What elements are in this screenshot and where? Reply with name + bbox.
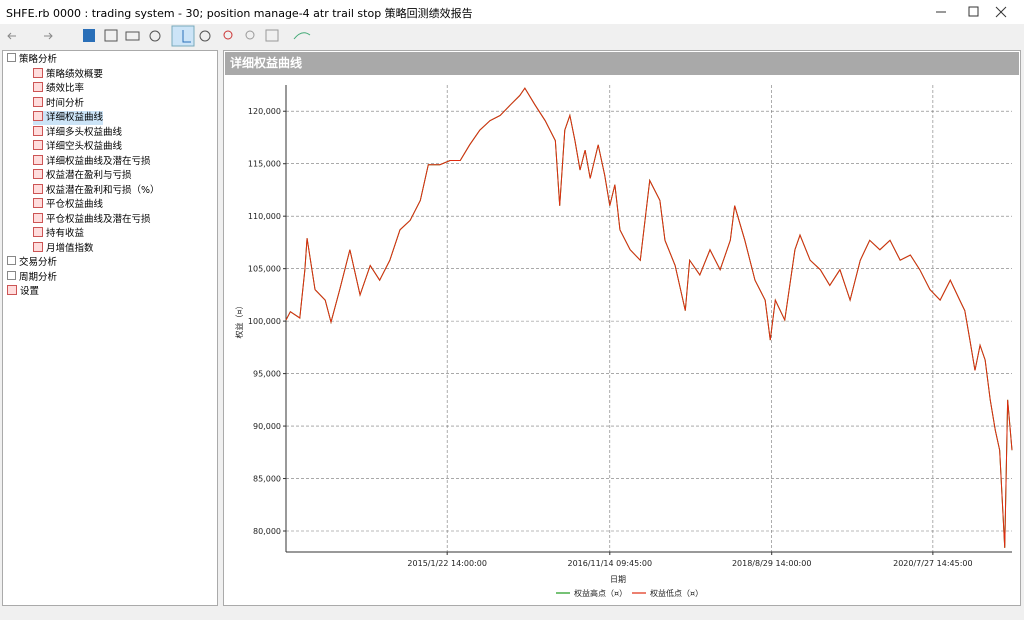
toolbar-icons[interactable] xyxy=(0,24,320,48)
toolbar xyxy=(0,24,1024,48)
panel-title: 详细权益曲线 xyxy=(225,52,1019,75)
tree-icon xyxy=(33,154,43,165)
legend-label: 权益低点（¤） xyxy=(650,588,703,598)
tree-icon xyxy=(33,227,43,237)
tree-item[interactable]: 权益潜在盈利和亏损（%） xyxy=(33,183,160,198)
y-tick-label: 100,000 xyxy=(248,317,281,326)
title-bar: SHFE.rb 0000 : trading system - 30; posi… xyxy=(0,0,1024,24)
tree-label: 详细权益曲线 xyxy=(46,112,104,123)
tree-label: 设置 xyxy=(20,286,40,297)
tree-item[interactable]: 时间分析 xyxy=(33,96,85,111)
tree-label: 详细多头权益曲线 xyxy=(46,126,123,138)
tree-icon xyxy=(7,256,16,265)
tree-icon xyxy=(7,285,17,295)
tree-label: 权益潜在盈利和亏损（%） xyxy=(46,184,160,196)
tree-icon xyxy=(33,111,43,121)
tree-item[interactable]: 详细权益曲线 xyxy=(33,111,104,125)
tree-label: 平仓权益曲线及潜在亏损 xyxy=(46,213,151,225)
tree-label: 详细权益曲线及潜在亏损 xyxy=(46,155,151,167)
tree-item[interactable]: 详细权益曲线及潜在亏损 xyxy=(33,154,151,169)
tree-group[interactable]: 设置 xyxy=(7,285,39,299)
y-tick-label: 80,000 xyxy=(253,527,281,536)
tree-item[interactable]: 持有收益 xyxy=(33,227,84,241)
x-tick-label: 2020/7/27 14:45:00 xyxy=(893,559,973,568)
tree-item[interactable]: 详细空头权益曲线 xyxy=(33,140,122,154)
y-tick-label: 115,000 xyxy=(248,160,281,169)
tree-view: 策略分析策略绩效概要 绩效比率时间分析详细权益曲线详细多头权益曲线 详细空头权益曲线… xyxy=(2,50,218,606)
tree-item[interactable]: 月增值指数 xyxy=(33,241,94,256)
window-controls[interactable] xyxy=(0,0,1024,24)
x-tick-label: 2016/11/14 09:45:00 xyxy=(567,559,652,568)
tree-icon xyxy=(33,82,43,92)
tree-icon xyxy=(33,96,43,107)
equity-line xyxy=(285,87,1013,548)
tree-group[interactable]: 策略分析 xyxy=(7,53,57,67)
tree-icon xyxy=(7,270,16,280)
tree-icon xyxy=(33,125,43,136)
tree-label: 交易分析 xyxy=(19,257,58,268)
window-title: SHFE.rb 0000 : trading system - 30; posi… xyxy=(6,7,473,20)
tree-icon xyxy=(33,198,43,208)
tree-label: 绩效比率 xyxy=(46,83,85,94)
tree-item[interactable]: 权益潜在盈利与亏损 xyxy=(33,169,132,183)
tree-label: 策略绩效概要 xyxy=(46,68,104,80)
tree-label: 持有收益 xyxy=(46,228,85,239)
y-tick-label: 85,000 xyxy=(253,475,281,484)
tree-label: 月增值指数 xyxy=(46,242,94,254)
tree-icon xyxy=(33,183,43,194)
y-tick-label: 120,000 xyxy=(248,107,281,116)
tree-item[interactable]: 策略绩效概要 xyxy=(33,67,104,82)
y-tick-label: 90,000 xyxy=(253,422,281,431)
tree-group[interactable]: 周期分析 xyxy=(7,270,58,285)
y-tick-label: 105,000 xyxy=(248,265,281,274)
tree-item[interactable]: 绩效比率 xyxy=(33,82,84,96)
tree-item[interactable]: 平仓权益曲线及潜在亏损 xyxy=(33,212,151,227)
x-tick-label: 2018/8/29 14:00:00 xyxy=(732,559,812,568)
tree-icon xyxy=(33,212,43,223)
y-axis-label: 权益（¤） xyxy=(234,301,244,338)
tree-icon xyxy=(33,140,43,150)
x-axis-label: 日期 xyxy=(610,575,626,584)
tree-icon xyxy=(33,67,43,78)
tree-label: 时间分析 xyxy=(46,97,85,109)
equity-chart: 80,000 85,000 90,000 95,000 100,000 105,000 11… xyxy=(234,85,1013,598)
tree-icon xyxy=(7,53,16,62)
tree-icon xyxy=(33,169,43,179)
tree-label: 策略分析 xyxy=(19,54,58,65)
equity-line xyxy=(285,87,1013,548)
tree-label: 权益潜在盈利与亏损 xyxy=(46,170,132,181)
legend-label: 权益高点（¤） xyxy=(574,588,627,598)
tree-label: 平仓权益曲线 xyxy=(46,199,104,210)
tree-item[interactable]: 平仓权益曲线 xyxy=(33,198,103,212)
tree-item[interactable]: 详细多头权益曲线 xyxy=(33,125,123,140)
report-panel: 详细权益曲线 xyxy=(223,50,1021,606)
y-tick-label: 110,000 xyxy=(248,212,281,221)
tree-label: 周期分析 xyxy=(19,271,58,283)
tree-label: 详细空头权益曲线 xyxy=(46,141,123,152)
y-tick-label: 95,000 xyxy=(253,370,281,379)
x-tick-label: 2015/1/22 14:00:00 xyxy=(407,559,487,568)
tree-group[interactable]: 交易分析 xyxy=(7,256,57,270)
tree-icon xyxy=(33,241,43,252)
